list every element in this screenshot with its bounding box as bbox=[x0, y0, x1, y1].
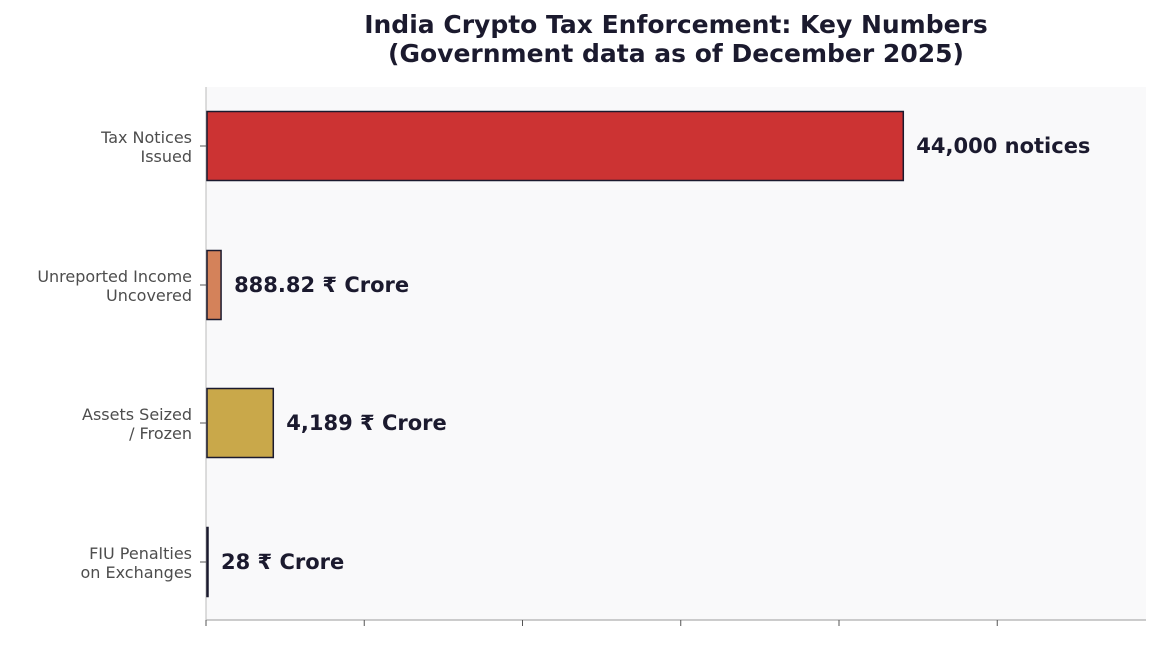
category-label-line: Issued bbox=[140, 147, 192, 166]
category-label-line: Unreported Income bbox=[37, 267, 192, 286]
category-label: Tax Notices Issued bbox=[100, 128, 192, 166]
category-label-line: FIU Penalties bbox=[89, 544, 192, 563]
value-label: 4,189 ₹ Crore bbox=[286, 411, 446, 435]
category-label-line: Assets Seized bbox=[82, 405, 192, 424]
chart-title-line-1: India Crypto Tax Enforcement: Key Number… bbox=[364, 10, 988, 39]
bar bbox=[206, 387, 275, 459]
category-label-line: Tax Notices bbox=[100, 128, 192, 147]
value-label: 44,000 notices bbox=[916, 134, 1090, 158]
value-label: 28 ₹ Crore bbox=[221, 550, 344, 574]
chart-title: India Crypto Tax Enforcement: Key Number… bbox=[206, 10, 1146, 68]
category-label: FIU Penalties on Exchanges bbox=[80, 544, 192, 582]
value-label: 888.82 ₹ Crore bbox=[234, 273, 409, 297]
category-label-line: on Exchanges bbox=[80, 563, 192, 582]
bar bbox=[206, 249, 222, 321]
category-label: Assets Seized / Frozen bbox=[82, 405, 192, 443]
category-label-line: / Frozen bbox=[129, 424, 192, 443]
bar bbox=[206, 110, 905, 182]
bar bbox=[206, 526, 209, 598]
chart-title-line-2: (Government data as of December 2025) bbox=[388, 39, 964, 68]
category-label: Unreported Income Uncovered bbox=[37, 267, 192, 305]
category-label-line: Uncovered bbox=[106, 286, 192, 305]
